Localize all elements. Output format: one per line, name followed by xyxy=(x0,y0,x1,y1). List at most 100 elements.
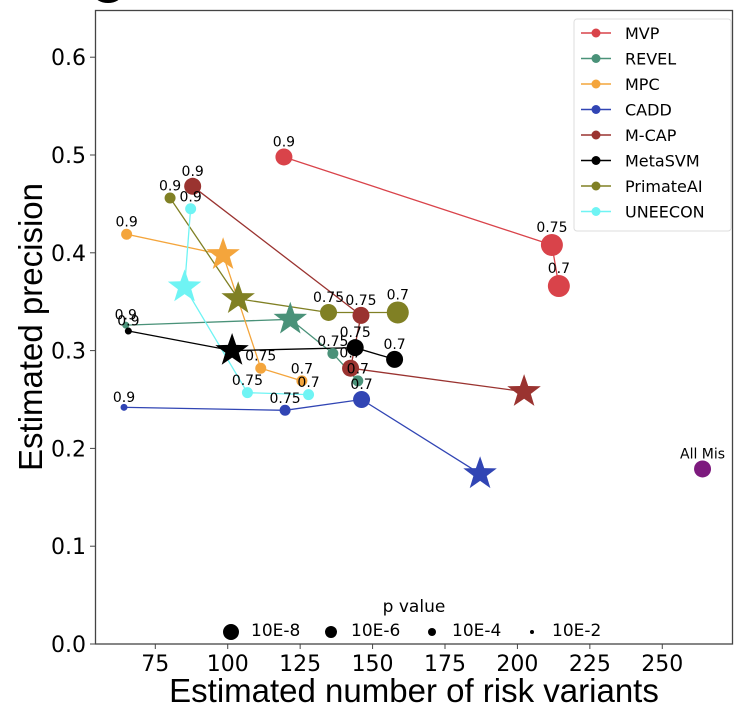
legend-marker xyxy=(591,130,601,140)
cadd-point xyxy=(279,404,291,416)
m-cap-star-marker xyxy=(507,374,541,406)
mpc-point-label: 0.9 xyxy=(115,215,137,231)
mvp-point-label: 0.7 xyxy=(548,261,570,277)
metasvm-point-label: 0.9 xyxy=(117,314,139,330)
revel-point xyxy=(122,321,130,329)
cadd-line xyxy=(123,398,481,475)
uneecon-point xyxy=(241,387,253,399)
uneecon-point-label: 0.75 xyxy=(232,373,263,389)
mpc-star-marker xyxy=(206,237,240,269)
revel-point-label: 0.75 xyxy=(317,334,348,350)
legend-item-revel: REVEL xyxy=(581,50,676,69)
x-tick-label: 75 xyxy=(141,652,169,677)
size-legend-label: 10E-6 xyxy=(351,621,400,641)
mpc-line xyxy=(126,233,303,382)
x-tick-label: 175 xyxy=(424,652,466,677)
legend-label: UNEECON xyxy=(625,203,705,222)
all-mis-point xyxy=(694,460,712,478)
legend-label: MetaSVM xyxy=(625,152,700,171)
m-cap-point-label: 0.7 xyxy=(339,346,361,362)
mvp-point xyxy=(540,233,563,256)
legend-label: MPC xyxy=(625,75,660,94)
primateai-point xyxy=(386,301,409,324)
y-tick-label: 0.1 xyxy=(51,535,86,560)
revel-star-marker xyxy=(273,301,307,334)
x-tick-label: 125 xyxy=(279,652,321,677)
mvp-point xyxy=(275,148,293,166)
x-tick-label: 225 xyxy=(569,652,611,677)
legend-item-primateai: PrimateAI xyxy=(581,177,703,196)
uneecon-line xyxy=(183,208,309,396)
uneecon-point xyxy=(185,203,197,215)
x-axis-label: Estimated number of risk variants xyxy=(169,672,659,709)
primateai-point xyxy=(164,192,176,204)
m-cap-point xyxy=(342,359,360,377)
size-legend-marker xyxy=(325,626,337,638)
mvp-line xyxy=(283,156,560,287)
mpc-point-label: 0.75 xyxy=(245,349,276,365)
revel-point xyxy=(352,375,364,387)
y-axis: 0.0 0.1 0.2 0.3 0.4 0.5 0.6 xyxy=(51,46,96,658)
legend-marker xyxy=(591,54,601,63)
uneecon-star-marker xyxy=(167,269,202,302)
primateai-point-label: 0.9 xyxy=(159,179,181,195)
legend-label: PrimateAI xyxy=(625,177,703,196)
m-cap-point-label: 0.9 xyxy=(182,164,204,180)
m-cap-point xyxy=(352,306,370,324)
legend-marker xyxy=(591,79,601,89)
size-legend-label: 10E-4 xyxy=(452,621,501,641)
size-legend-item: 10E-6 xyxy=(325,621,400,641)
x-tick-label: 150 xyxy=(352,652,394,677)
size-legend-item: 10E-8 xyxy=(223,621,300,641)
mpc-point-label: 0.7 xyxy=(291,361,313,377)
metasvm-point-label: 0.7 xyxy=(383,337,405,353)
point-labels: 0.90.750.70.90.750.70.90.750.70.9 0.750.7… xyxy=(113,134,725,462)
y-tick-label: 0.0 xyxy=(51,633,86,658)
metasvm-point xyxy=(386,350,404,368)
primateai-star-marker xyxy=(221,281,255,313)
size-legend-marker xyxy=(223,624,239,640)
metasvm-point xyxy=(124,327,132,335)
size-legend-title: p value xyxy=(383,597,446,617)
legend-item-m-cap: M-CAP xyxy=(581,126,677,145)
primateai-point-label: 0.75 xyxy=(313,290,344,306)
size-legend-marker xyxy=(530,630,534,634)
cadd-point-label: 0.7 xyxy=(350,377,372,393)
all-mis-label: All Mis xyxy=(680,446,725,462)
legend-marker xyxy=(591,105,601,114)
mvp-point xyxy=(547,275,570,298)
revel-point-label: 0.9 xyxy=(115,308,137,324)
plot-frame xyxy=(94,9,734,645)
legend-marker xyxy=(591,28,601,38)
legend-box xyxy=(573,18,732,232)
cadd-star-marker xyxy=(463,456,497,489)
y-tick-label: 0.6 xyxy=(51,46,86,71)
y-tick-label: 0.4 xyxy=(51,242,86,267)
size-legend-label: 10E-8 xyxy=(251,621,300,641)
uneecon-point-label: 0.9 xyxy=(180,189,202,205)
cadd-point xyxy=(353,391,371,408)
size-legend-item: 10E-4 xyxy=(428,621,501,641)
panel-letter-fragment xyxy=(97,0,119,3)
legend-label: M-CAP xyxy=(625,126,677,145)
revel-point xyxy=(327,348,339,360)
legend-marker xyxy=(591,207,601,216)
metasvm-point-label: 0.75 xyxy=(340,325,371,341)
legend-item-uneecon: UNEECON xyxy=(581,203,705,222)
size-legend: p value 10E-8 10E-6 10E-4 10E-2 xyxy=(223,597,601,641)
x-tick-label: 200 xyxy=(496,652,538,677)
size-legend-item: 10E-2 xyxy=(530,621,601,641)
uneecon-point-label: 0.7 xyxy=(297,375,319,391)
mpc-point xyxy=(296,375,308,387)
x-axis: 75 100 125 150 175 200 225 250 xyxy=(141,644,683,677)
legend-item-cadd: CADD xyxy=(581,101,672,120)
legend-label: REVEL xyxy=(625,50,676,69)
size-legend-label: 10E-2 xyxy=(552,621,601,641)
primateai-point-label: 0.7 xyxy=(387,287,409,303)
size-legend-marker xyxy=(428,628,436,636)
legend-label: MVP xyxy=(625,24,660,43)
x-tick-label: 100 xyxy=(207,652,249,677)
legend-label: CADD xyxy=(625,101,672,120)
y-tick-label: 0.5 xyxy=(51,144,86,169)
